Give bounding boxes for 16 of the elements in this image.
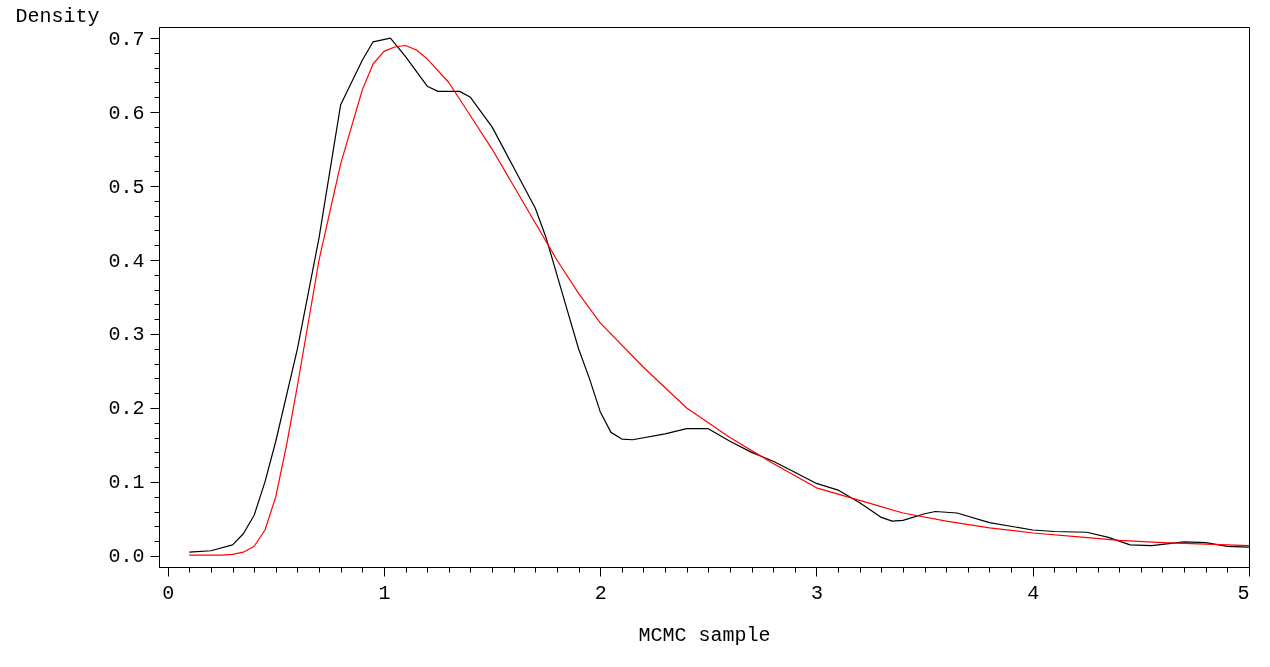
x-tick-label: 1 bbox=[378, 581, 391, 605]
y-tick-label: 0.0 bbox=[108, 545, 145, 569]
x-tick-label: 4 bbox=[1027, 581, 1040, 605]
y-tick-label: 0.2 bbox=[108, 397, 145, 421]
x-tick-label: 5 bbox=[1237, 581, 1250, 605]
y-tick-label: 0.5 bbox=[108, 175, 145, 199]
x-tick-label: 2 bbox=[594, 581, 607, 605]
x-tick-label: 0 bbox=[162, 581, 175, 605]
y-axis-title: Density bbox=[15, 4, 100, 28]
x-tick-label: 3 bbox=[810, 581, 823, 605]
y-tick-label: 0.6 bbox=[108, 101, 145, 125]
x-axis-title: MCMC sample bbox=[638, 623, 771, 647]
y-tick-label: 0.3 bbox=[108, 323, 145, 347]
y-tick-label: 0.1 bbox=[108, 471, 145, 495]
y-tick-label: 0.4 bbox=[108, 249, 145, 273]
y-tick-label: 0.7 bbox=[108, 27, 145, 51]
